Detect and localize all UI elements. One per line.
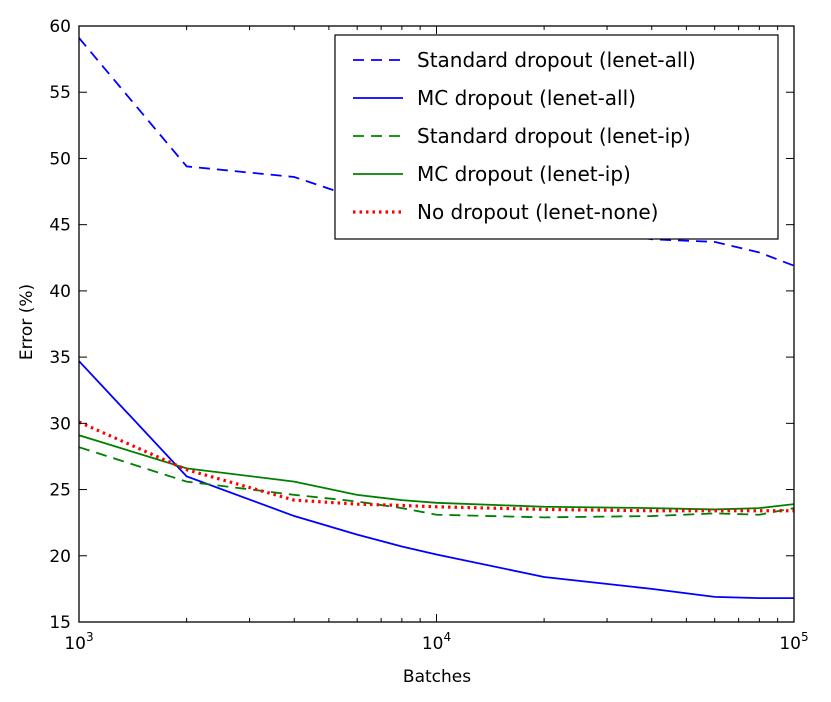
y-tick-label: 40 — [49, 282, 71, 302]
legend: Standard dropout (lenet-all) MC dropout (… — [334, 34, 779, 240]
y-axis-label: Error (%) — [17, 284, 37, 360]
series-line-3 — [79, 446, 794, 519]
legend-label-5: No dropout (lenet-none) — [417, 200, 658, 224]
y-tick-label: 20 — [49, 547, 71, 567]
y-tick-label: 25 — [49, 481, 71, 501]
y-tick-label: 15 — [49, 613, 71, 633]
x-axis-label: Batches — [403, 667, 471, 687]
y-tick-label: 60 — [49, 17, 71, 37]
x-tick-label: 104 — [422, 630, 451, 654]
y-tick-label: 55 — [49, 83, 71, 103]
y-tick-label: 35 — [49, 348, 71, 368]
x-tick-label: 103 — [64, 630, 93, 654]
y-tick-label: 30 — [49, 414, 71, 434]
series-line-2 — [79, 360, 794, 600]
axes: 15 20 25 30 35 40 45 50 55 60 103 104 105 — [49, 17, 808, 654]
y-tick-label: 50 — [49, 149, 71, 169]
series-line-5 — [79, 420, 794, 513]
x-tick-label: 105 — [779, 630, 808, 654]
series-line-4 — [79, 434, 794, 511]
legend-label-4: MC dropout (lenet-ip) — [417, 162, 631, 186]
y-tick-label: 45 — [49, 216, 71, 236]
legend-box — [334, 34, 779, 240]
legend-label-2: MC dropout (lenet-all) — [417, 86, 636, 110]
legend-label-3: Standard dropout (lenet-ip) — [417, 124, 691, 148]
legend-label-1: Standard dropout (lenet-all) — [417, 48, 696, 72]
